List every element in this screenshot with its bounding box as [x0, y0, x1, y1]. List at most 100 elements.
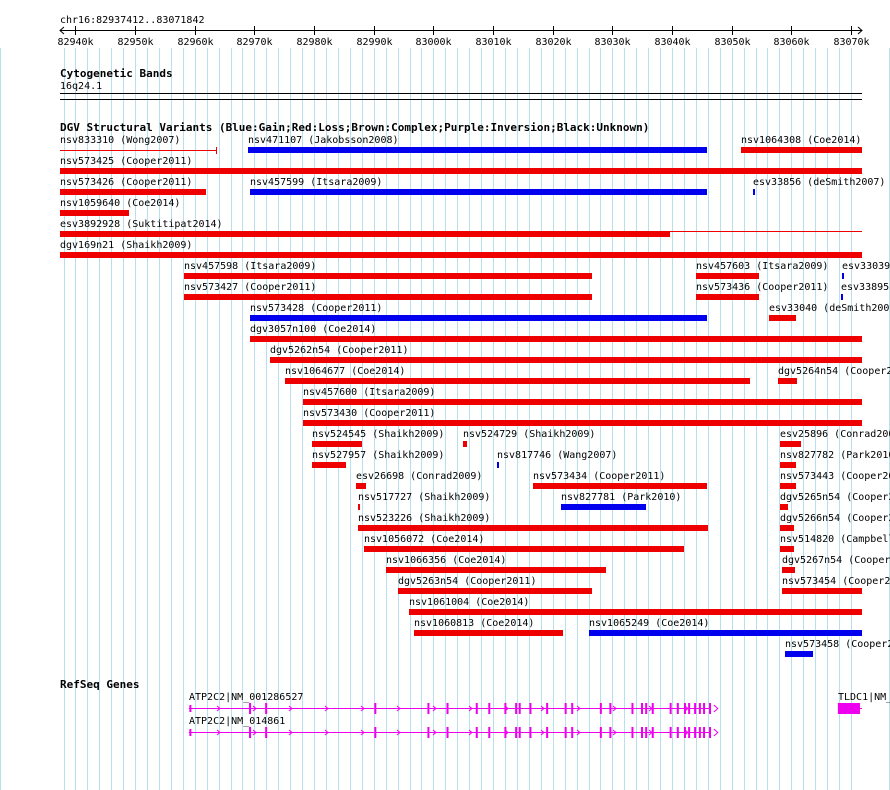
gene-exon [546, 703, 549, 714]
gene-model[interactable] [189, 703, 720, 715]
variant-bar-loss[interactable] [780, 546, 794, 552]
variant-bar-loss[interactable] [780, 483, 796, 489]
variant-bar-loss[interactable] [303, 420, 862, 426]
variant-bar-gain[interactable] [248, 147, 707, 153]
gene-exon [571, 727, 574, 738]
gene-label: TLDC1|NM_020947 [838, 692, 890, 703]
strand-arrow-icon [360, 705, 365, 712]
variant-bar-loss[interactable] [270, 357, 862, 363]
gene-label: ATP2C2|NM_014861 [189, 716, 286, 727]
variant-label: nsv573430 (Cooper2011) [303, 408, 436, 419]
gene-exon [504, 703, 507, 714]
variant-bar-loss[interactable] [364, 546, 684, 552]
gene-exon [698, 727, 701, 738]
variant-bar-gain[interactable] [785, 651, 813, 657]
gene-exon [518, 727, 521, 738]
variant-bar-loss[interactable] [303, 399, 862, 405]
gene-exon [641, 727, 644, 738]
variant-bar-gain[interactable] [250, 189, 707, 195]
gene-exon [609, 727, 612, 738]
strand-arrow-icon [360, 729, 365, 736]
variant-bar-loss[interactable] [60, 231, 670, 237]
variant-bar-loss[interactable] [398, 588, 592, 594]
strand-arrow-icon [612, 729, 617, 736]
variant-label: nsv524729 (Shaikh2009) [463, 429, 596, 440]
gene-exon [488, 727, 491, 738]
variant-label: nsv1066356 (Coe2014) [386, 555, 507, 566]
gene-exon [631, 703, 634, 714]
gene-exon [529, 727, 532, 738]
gene-label: ATP2C2|NM_001286527 [189, 692, 304, 703]
variant-label: nsv457598 (Itsara2009) [184, 261, 317, 272]
strand-arrow-icon [576, 705, 581, 712]
variant-bar-loss[interactable] [358, 525, 708, 531]
variant-bar-gain[interactable] [250, 315, 707, 321]
gene-exon [475, 703, 478, 714]
variant-bar-loss[interactable] [696, 273, 759, 279]
coordinate-ruler: 82940k 82950k 82960k 82970k 82980k 82990k 8300… [57, 26, 870, 48]
variant-bar-loss[interactable] [60, 150, 216, 151]
variant-bar-loss[interactable] [358, 504, 360, 510]
variant-bar-loss[interactable] [312, 441, 362, 447]
variant-bar-loss[interactable] [409, 609, 862, 615]
variant-label: nsv1059640 (Coe2014) [60, 198, 181, 209]
variant-bar-loss[interactable] [312, 462, 346, 468]
variant-label: nsv1064677 (Coe2014) [285, 366, 406, 377]
variant-bar-loss[interactable] [741, 147, 862, 153]
gene-end-arrow-icon [713, 728, 719, 737]
ruler-tick-label: 82940k [57, 37, 93, 48]
variant-bar-loss[interactable] [184, 294, 592, 300]
variant-label: dgv5266n54 (Cooper2011) [780, 513, 890, 524]
variant-bar-loss[interactable] [356, 483, 366, 489]
variant-label: nsv457600 (Itsara2009) [303, 387, 436, 398]
variant-bar-gain[interactable] [497, 462, 499, 468]
ruler-arrow-right-icon [857, 26, 863, 35]
variant-bar-loss[interactable] [60, 189, 206, 195]
variant-bar-gain[interactable] [561, 504, 646, 510]
variant-bar-gain[interactable] [753, 189, 755, 195]
variant-bar-loss[interactable] [60, 210, 129, 216]
variant-bar-loss[interactable] [778, 378, 797, 384]
variant-bar-loss[interactable] [414, 630, 563, 636]
variant-bar-loss[interactable] [696, 294, 759, 300]
variant-bar-loss[interactable] [60, 252, 862, 258]
gene-exon [446, 703, 449, 714]
variant-label: nsv1061004 (Coe2014) [409, 597, 530, 608]
variant-bar-loss[interactable] [285, 378, 750, 384]
variant-bar-loss[interactable] [782, 567, 795, 573]
variant-label: nsv827781 (Park2010) [561, 492, 682, 503]
variant-bar-loss[interactable] [386, 567, 606, 573]
variant-label: dgv3057n100 (Coe2014) [250, 324, 377, 335]
variant-label: esv25896 (Conrad2009) [780, 429, 890, 440]
strand-arrow-icon [468, 729, 473, 736]
variant-bar-loss[interactable] [780, 462, 796, 468]
gene-exon [703, 703, 706, 714]
variant-bar-loss[interactable] [780, 525, 794, 531]
variant-bar-gain[interactable] [841, 294, 843, 300]
gene-exon [669, 727, 672, 738]
variant-bar-loss[interactable] [780, 441, 801, 447]
variant-bar-loss[interactable] [463, 441, 467, 447]
gene-model[interactable] [189, 727, 720, 739]
variant-label: esv33856 (deSmith2007) [753, 177, 886, 188]
variant-bar-gain[interactable] [589, 630, 862, 636]
variant-bar-loss[interactable] [60, 168, 862, 174]
strand-arrow-icon [684, 729, 689, 736]
variant-bar-loss[interactable] [533, 483, 707, 489]
locus-label: chr16:82937412..83071842 [60, 15, 205, 26]
ruler-tick-label: 83040k [654, 37, 690, 48]
variant-label: nsv514820 (Campbell2011) [780, 534, 890, 545]
gene-exon [676, 727, 679, 738]
gene-exon [446, 727, 449, 738]
variant-bar-loss[interactable] [250, 336, 862, 342]
variant-bar-gain[interactable] [842, 273, 844, 279]
variant-label: esv33895 (deSmith2007) [841, 282, 890, 293]
gene-model[interactable] [837, 703, 872, 715]
variant-bar-loss[interactable] [780, 504, 788, 510]
variant-bar-loss[interactable] [769, 315, 796, 321]
variant-bar-loss[interactable] [782, 588, 862, 594]
gene-exon [249, 703, 252, 714]
gene-exon [504, 727, 507, 738]
variant-bar-loss[interactable] [184, 273, 592, 279]
gene-exon [609, 703, 612, 714]
